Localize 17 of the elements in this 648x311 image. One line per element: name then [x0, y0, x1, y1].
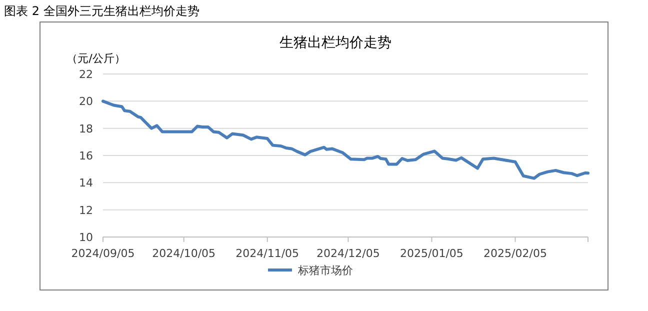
chart-title: 图表 2 全国外三元生猪出栏均价走势 [4, 4, 200, 18]
y-tick-label: 18 [79, 122, 93, 136]
y-tick-label: 16 [79, 150, 93, 162]
y-tick-label: 14 [79, 176, 93, 190]
x-tick-label: 2024/09/05 [71, 247, 135, 260]
y-tick-label: 22 [79, 68, 93, 81]
x-tick-label: 2025/02/05 [484, 247, 547, 260]
y-tick-label: 10 [79, 231, 93, 244]
x-tick-label: 2025/01/05 [400, 247, 464, 260]
y-tick-label: 20 [79, 95, 93, 108]
y-tick-label: 12 [79, 204, 93, 217]
legend-label: 标猪市场价 [297, 264, 353, 277]
x-tick-label: 2024/12/05 [316, 247, 380, 260]
x-tick-label: 2024/11/05 [236, 247, 300, 260]
y-axis-title: （元/公斤） [66, 52, 126, 65]
x-tick-label: 2024/10/05 [152, 247, 216, 260]
chart-subtitle: 生猪出栏均价走势 [280, 35, 392, 51]
